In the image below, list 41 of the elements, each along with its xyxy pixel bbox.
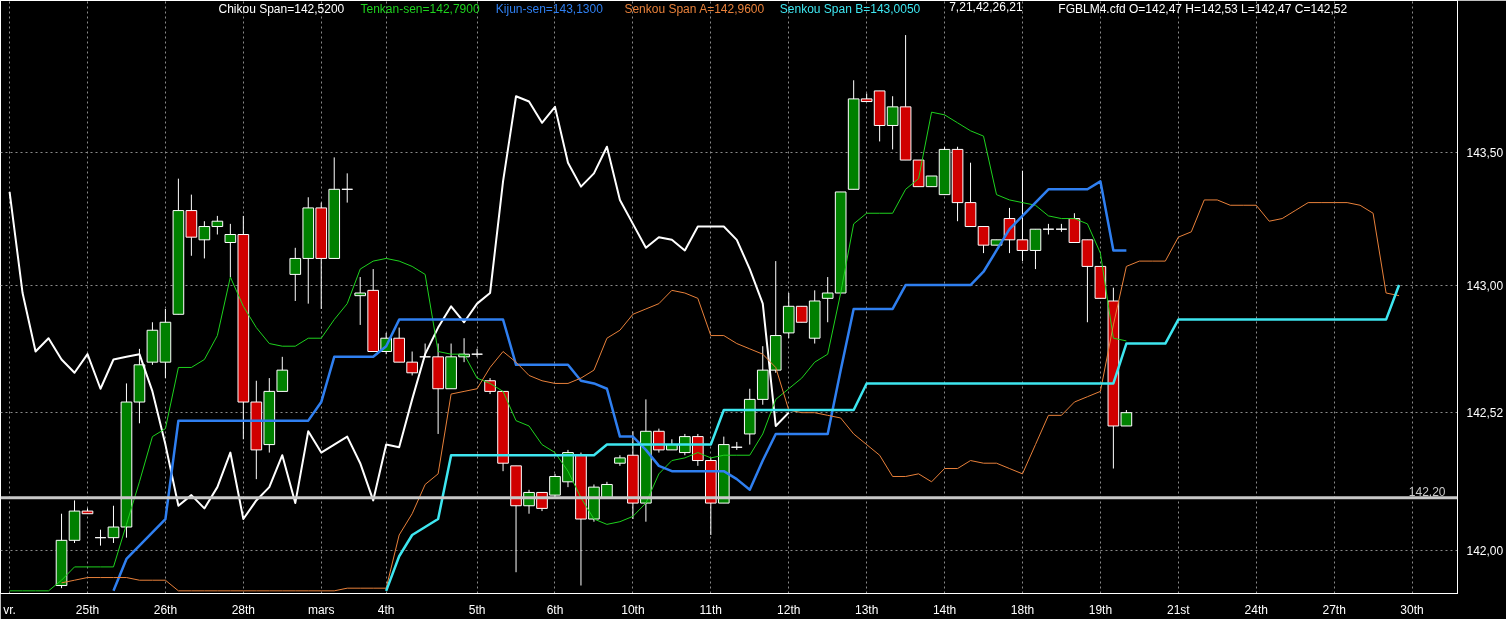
line-series <box>61 199 1400 592</box>
x-tick-label: vr. <box>3 602 16 617</box>
x-tick-label: 13th <box>854 602 879 617</box>
y-tick-label: 142,00 <box>1466 544 1504 559</box>
ref-line-label: 142,20 <box>1408 484 1446 499</box>
x-tick-label: 24th <box>1244 602 1268 617</box>
x-tick-label: 12th <box>777 602 801 617</box>
x-tick-label: 5th <box>468 602 486 617</box>
x-tick-label: 18th <box>1010 602 1035 617</box>
line-series <box>112 180 1128 593</box>
x-tick-label: 19th <box>1088 602 1113 617</box>
x-tick-label: 26th <box>153 602 178 617</box>
x-tick-label: 25th <box>75 602 100 617</box>
line-series <box>8 95 790 521</box>
y-tick-label: 143,00 <box>1466 278 1504 293</box>
annotation: FGBLM4.cfd O=142,47 H=142,53 L=142,47 C=142,52 <box>1058 1 1348 16</box>
y-tick-label: 142,52 <box>1466 406 1504 421</box>
line-series <box>384 283 1401 593</box>
x-tick-label: 28th <box>231 602 256 617</box>
text: Chikou Span=142,5200 <box>218 1 345 16</box>
candlestick <box>419 343 431 358</box>
text: Senkou Span A=142,9600 <box>624 1 765 16</box>
x-tick-label: mars <box>307 602 335 617</box>
x-tick-label: 14th <box>932 602 957 617</box>
line-series <box>9 111 1127 592</box>
x-tick-label: 30th <box>1400 602 1424 617</box>
y-tick-label: 143,50 <box>1466 145 1504 160</box>
x-tick-label: 11th <box>699 602 723 617</box>
annotation: 7,21,42,26,21 <box>949 0 1023 14</box>
x-tick-label: 4th <box>377 602 395 617</box>
text: Kijun-sen=143,1300 <box>495 1 604 16</box>
candlestick <box>1042 223 1055 236</box>
x-tick-label: 21st <box>1166 602 1191 617</box>
text: Senkou Span B=143,0050 <box>779 1 921 16</box>
text: Tenkan-sen=142,7900 <box>360 1 480 16</box>
x-tick-label: 27th <box>1322 602 1346 617</box>
candlestick <box>94 529 107 547</box>
x-tick-label: 10th <box>621 602 645 617</box>
candlestick <box>341 172 354 204</box>
x-tick-label: 6th <box>546 602 564 617</box>
candlestick <box>471 348 483 358</box>
